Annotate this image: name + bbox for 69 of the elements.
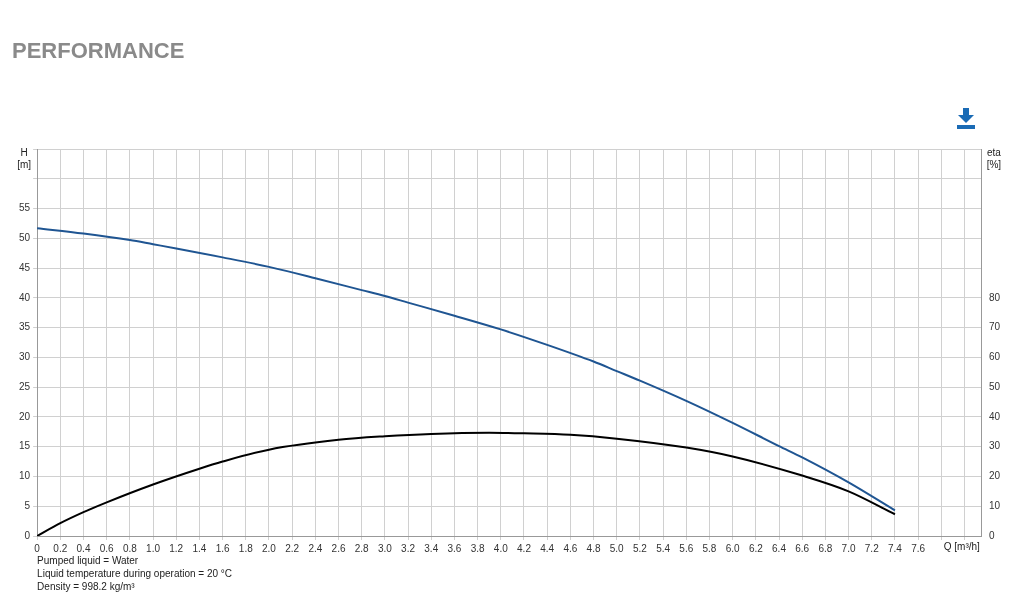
y2-tick-label: 0 bbox=[988, 529, 995, 541]
text: 7.0 bbox=[841, 542, 856, 554]
y-tick-label: 50 bbox=[19, 232, 31, 244]
y-tick-label: 10 bbox=[19, 470, 31, 482]
x-tick-label: 0 bbox=[34, 542, 41, 554]
x-tick-label: 7.6 bbox=[911, 542, 926, 554]
text: 3.0 bbox=[377, 542, 392, 554]
x-tick-label: 2.2 bbox=[285, 542, 300, 554]
line-series bbox=[37, 431, 896, 536]
x-tick-label: 2.8 bbox=[354, 542, 370, 554]
y-tick-label: 0 bbox=[24, 529, 31, 541]
y2-tick-label: 80 bbox=[988, 291, 1001, 303]
text: Liquid temperature during operation = 20 °C bbox=[37, 567, 233, 579]
x-tick-label: 6.4 bbox=[772, 542, 787, 554]
x-tick-label: 5.8 bbox=[702, 542, 717, 554]
text: Pumped liquid = Water bbox=[37, 554, 139, 566]
text: 5.0 bbox=[609, 542, 624, 554]
y2-tick-label: 20 bbox=[988, 470, 1001, 482]
y2-tick-label: 10 bbox=[988, 499, 1001, 511]
x-tick-label: 5.4 bbox=[656, 542, 671, 554]
x-tick-label: 2.4 bbox=[308, 542, 323, 554]
x-tick-label: 0.8 bbox=[122, 542, 138, 554]
x-tick-label: 2.6 bbox=[331, 542, 346, 554]
y-tick-label: 45 bbox=[19, 261, 31, 273]
text: 1.0 bbox=[146, 542, 160, 554]
y2-tick-label: 50 bbox=[988, 380, 1001, 392]
x-tick-label: 7.4 bbox=[887, 542, 903, 554]
x-tick-label: 1.4 bbox=[192, 542, 207, 554]
x-tick-label: 6.8 bbox=[818, 542, 833, 554]
x-tick-label: 5.2 bbox=[632, 542, 648, 554]
text: 6.0 bbox=[725, 542, 740, 554]
y-tick-label: 55 bbox=[19, 202, 31, 214]
x-tick-label: 3.8 bbox=[470, 542, 486, 554]
y-tick-label: 20 bbox=[19, 410, 31, 422]
x-tick-label: 1.2 bbox=[169, 542, 184, 554]
x-tick-label: 0.6 bbox=[99, 542, 115, 554]
x-tick-label: 1.8 bbox=[238, 542, 254, 554]
x-tick-label: 6.2 bbox=[748, 542, 764, 554]
y2-tick-label: 70 bbox=[988, 321, 1001, 333]
y-tick-label: 15 bbox=[19, 440, 31, 452]
x-tick-label: 3.6 bbox=[447, 542, 462, 554]
x-tick-label: 0.2 bbox=[53, 542, 68, 554]
y-tick-label: 40 bbox=[19, 291, 31, 303]
x-tick-label: 0.4 bbox=[76, 542, 91, 554]
x-tick-label: 4.2 bbox=[517, 542, 532, 554]
y-axis-title: H [m] bbox=[17, 146, 32, 170]
y2-tick-label: 40 bbox=[988, 410, 1001, 422]
y-tick-label: 35 bbox=[19, 321, 31, 333]
x-tick-label: 1.6 bbox=[215, 542, 230, 554]
x-axis-title: Q [m³/h] bbox=[943, 540, 981, 552]
text: 4.0 bbox=[493, 542, 508, 554]
x-tick-label: 4.4 bbox=[540, 542, 555, 554]
x-tick-label: 6.6 bbox=[795, 542, 810, 554]
x-tick-label: 4.8 bbox=[586, 542, 601, 554]
text: 2.0 bbox=[262, 542, 276, 554]
text: Density = 998.2 kg/m³ bbox=[37, 580, 136, 592]
x-tick-label: 5.6 bbox=[679, 542, 694, 554]
y2-tick-label: 30 bbox=[988, 440, 1001, 452]
x-tick-label: 3.2 bbox=[401, 542, 416, 554]
y2-axis-title: eta [%] bbox=[986, 146, 1002, 170]
y-tick-label: 25 bbox=[19, 380, 31, 392]
x-tick-label: 3.4 bbox=[424, 542, 439, 554]
x-tick-label: 7.2 bbox=[864, 542, 880, 554]
y2-tick-label: 60 bbox=[988, 351, 1001, 363]
chart-title: PERFORMANCE bbox=[12, 38, 185, 64]
x-tick-label: 4.6 bbox=[563, 542, 578, 554]
y-tick-label: 30 bbox=[19, 351, 31, 363]
line-series bbox=[37, 227, 896, 512]
y-tick-label: 5 bbox=[24, 499, 31, 511]
